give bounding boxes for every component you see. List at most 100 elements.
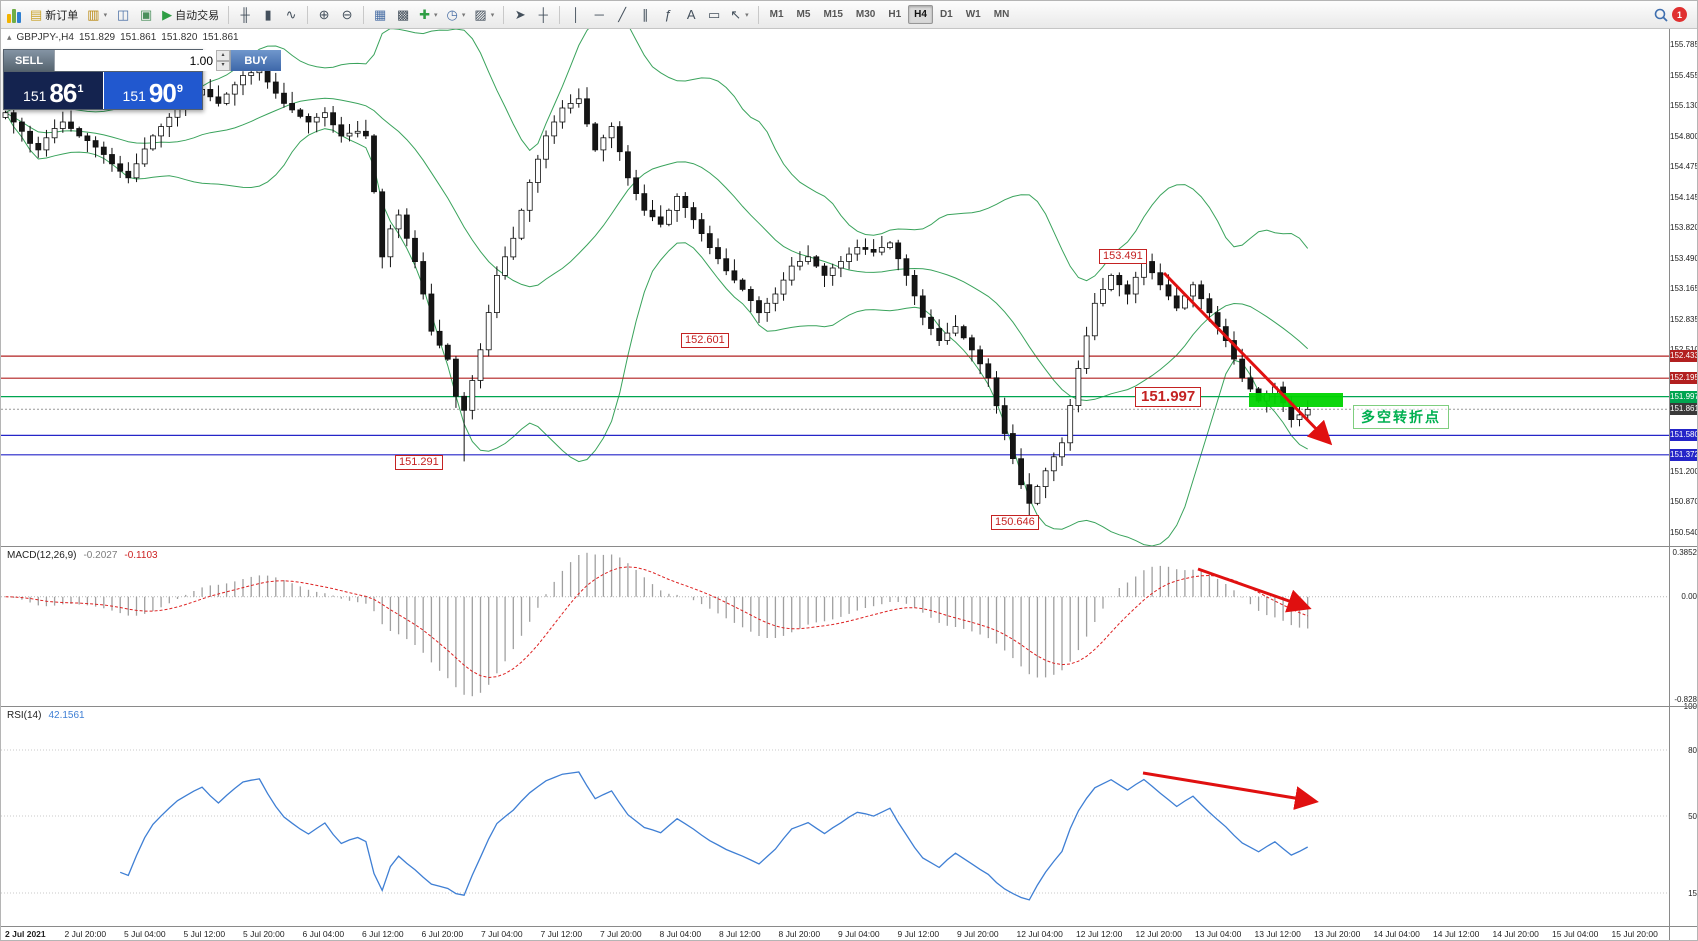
turning-point-note[interactable]: 多空转折点 [1353, 405, 1449, 429]
fibonacci-icon[interactable]: ƒ [657, 4, 679, 26]
ohlc-open: 151.829 [78, 32, 116, 43]
sell-button[interactable]: SELL [4, 50, 54, 71]
chevron-down-icon: ▾ [434, 11, 438, 19]
panel-splitter-rsi[interactable] [1, 706, 1697, 707]
trendline-icon[interactable]: ╱ [611, 4, 633, 26]
macd-main-value: -0.2027 [83, 550, 118, 561]
chart-symbol-ohlc: ▴ GBPJPY-,H4 151.829 151.861 151.820 151… [7, 32, 239, 43]
time-axis-border [1, 926, 1697, 927]
ohlc-high: 151.861 [120, 32, 157, 43]
vertical-line-icon[interactable]: │ [565, 4, 587, 26]
tile-windows-icon[interactable]: ▦ [369, 4, 391, 26]
arrows-icon[interactable]: ↖ ▾ [726, 4, 752, 26]
timeframe-mn[interactable]: MN [988, 5, 1016, 24]
trendline-icon: ╱ [618, 7, 627, 22]
macd-histogram [13, 552, 1309, 697]
templates-icon[interactable]: ▨ ▾ [470, 4, 498, 26]
macd-signal-value: -0.1103 [124, 550, 158, 561]
autotrade-button[interactable]: ▶ 自动交易 [158, 4, 223, 26]
channel-icon: ∥ [641, 7, 649, 22]
toolbar-separator [757, 5, 759, 24]
notification-badge[interactable]: 1 [1672, 7, 1687, 22]
chevron-down-icon: ▾ [745, 11, 749, 19]
price-tick-label: 155.455 [1670, 71, 1698, 81]
price-tick-label: 155.130 [1670, 101, 1698, 111]
line-chart-icon[interactable]: ∿ [280, 4, 302, 26]
chart-window-icon[interactable]: ▥ ▾ [83, 4, 111, 26]
main-chart-panel[interactable] [1, 29, 1669, 546]
price-scale[interactable]: 155.785 155.455 155.130 154.800 154.475 154.1… [1669, 29, 1698, 940]
timeframe-h4[interactable]: H4 [908, 5, 933, 24]
time-label: 7 Jul 20:00 [600, 929, 642, 939]
timeframe-w1[interactable]: W1 [960, 5, 987, 24]
price-tick-label: 152.510 [1670, 345, 1697, 354]
price-tick-label: 154.800 [1670, 131, 1698, 141]
panel-splitter-macd[interactable] [1, 546, 1697, 547]
search-icon[interactable] [1653, 7, 1669, 23]
price-tag: 151.372 [1670, 448, 1698, 461]
time-label: 13 Jul 12:00 [1254, 929, 1301, 939]
ohlc-bars-icon[interactable]: ╫ [234, 4, 256, 26]
time-label: 12 Jul 04:00 [1016, 929, 1063, 939]
market-watch-icon[interactable]: ◫ [112, 4, 134, 26]
rsi-panel[interactable] [1, 706, 1669, 926]
zoom-out-icon[interactable]: ⊖ [336, 4, 358, 26]
periods-icon[interactable]: ◷ ▾ [443, 4, 470, 26]
volume-input[interactable] [55, 50, 216, 71]
volume-decrease-button[interactable]: ▾ [216, 60, 230, 71]
fibonacci-icon: ƒ [664, 7, 672, 22]
price-flag-annotation-large[interactable]: 151.997 [1135, 387, 1202, 407]
channel-icon[interactable]: ∥ [634, 4, 656, 26]
price-tick-label: 153.165 [1670, 284, 1698, 293]
indicators-icon[interactable]: ✚ ▾ [415, 4, 441, 26]
zoom-in-icon[interactable]: ⊕ [313, 4, 335, 26]
timeframe-m30[interactable]: M30 [850, 5, 881, 24]
indicators-icon: ✚ [419, 7, 431, 22]
time-axis[interactable]: 2 Jul 2021 2 Jul 20:00 5 Jul 04:00 5 Jul 12… [1, 926, 1669, 940]
time-label: 13 Jul 04:00 [1195, 929, 1242, 939]
label-icon[interactable]: ▭ [703, 4, 725, 26]
buy-price-point: 9 [176, 83, 183, 95]
price-flag-annotation[interactable]: 150.646 [991, 515, 1039, 530]
price-tick-label: 151.200 [1670, 466, 1698, 476]
volume-increase-button[interactable]: ▴ [216, 50, 230, 61]
price-tag: 152.195 [1670, 372, 1698, 385]
text-icon[interactable]: A [680, 4, 702, 26]
sell-price-point: 1 [77, 83, 84, 95]
price-flag-annotation[interactable]: 151.291 [395, 455, 443, 470]
sell-price-major: 151 [23, 88, 47, 104]
candlestick-icon[interactable]: ▮ [257, 4, 279, 26]
timeframe-m1[interactable]: M1 [764, 5, 790, 24]
bollinger-middle [5, 97, 1309, 402]
arrange-windows-icon[interactable]: ▩ [392, 4, 414, 26]
autotrade-button-label: 自动交易 [175, 9, 220, 22]
cursor-icon[interactable]: ➤ [509, 4, 531, 26]
navigator-icon: ▣ [139, 7, 153, 22]
buy-price-display[interactable]: 151 90 9 [102, 72, 202, 109]
price-flag-annotation[interactable]: 152.601 [681, 333, 729, 348]
zoom-out-icon: ⊖ [341, 7, 353, 22]
timeframe-d1[interactable]: D1 [934, 5, 959, 24]
macd-panel[interactable] [1, 546, 1669, 706]
navigator-icon[interactable]: ▣ [135, 4, 157, 26]
price-flag-annotation[interactable]: 153.491 [1099, 249, 1147, 264]
highlight-rectangle[interactable] [1249, 393, 1343, 407]
buy-button[interactable]: BUY [231, 50, 281, 71]
timeframe-m15[interactable]: M15 [817, 5, 848, 24]
timeframe-m5[interactable]: M5 [791, 5, 817, 24]
sell-price-display[interactable]: 151 86 1 [4, 72, 103, 109]
chart-area[interactable]: 155.785 155.455 155.130 154.800 154.475 154.1… [1, 29, 1698, 940]
timeframe-h1[interactable]: H1 [882, 5, 907, 24]
tile-windows-icon: ▦ [373, 7, 387, 22]
new-order-button-label: 新订单 [45, 9, 79, 22]
crosshair-icon[interactable]: ┼ [532, 4, 554, 26]
bollinger-upper [5, 29, 1309, 282]
vertical-line-icon: │ [572, 7, 581, 22]
horizontal-line-icon[interactable]: ─ [588, 4, 610, 26]
chevron-down-icon: ▾ [490, 11, 495, 19]
price-tick-label: 153.490 [1670, 253, 1698, 263]
new-order-button[interactable]: ▤ 新订单 [26, 4, 82, 26]
chevron-down-icon: ▾ [103, 11, 108, 19]
time-label: 7 Jul 12:00 [540, 929, 583, 939]
